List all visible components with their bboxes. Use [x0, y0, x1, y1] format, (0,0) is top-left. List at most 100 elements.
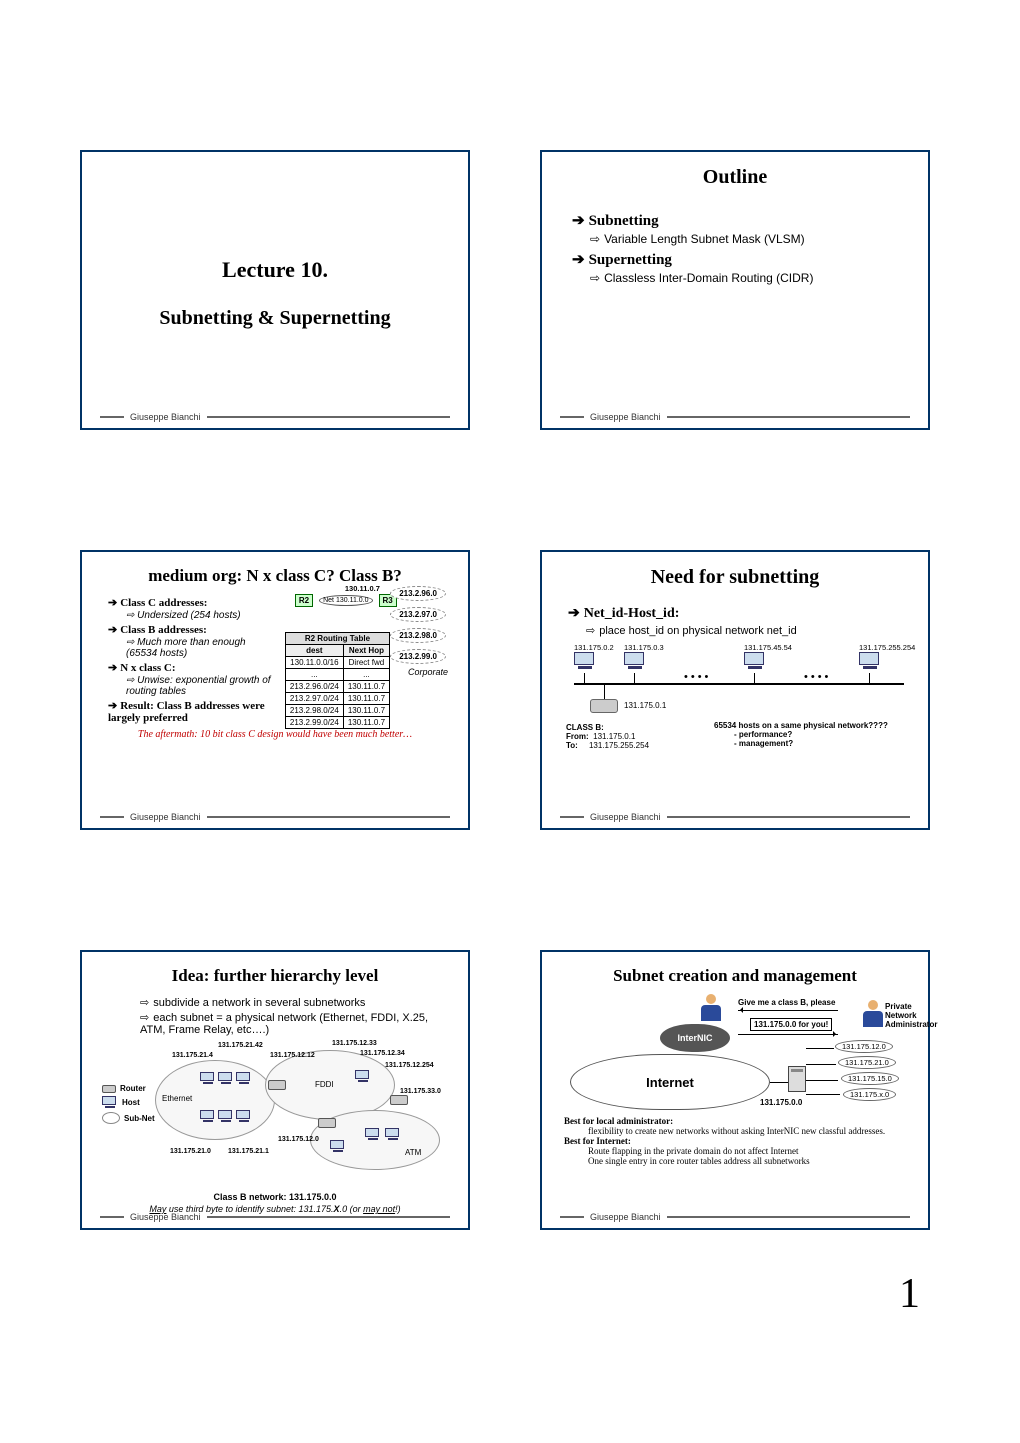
- internet-cloud: Internet: [570, 1054, 770, 1110]
- ip-g: 131.175.33.0: [400, 1088, 441, 1095]
- slide-3-body: Class C addresses: Undersized (254 hosts…: [100, 594, 450, 725]
- slide-4-body: Net_id-Host_id: place host_id on physica…: [560, 597, 910, 753]
- atm-label: ATM: [405, 1148, 421, 1157]
- best-internet-text-a: Route flapping in the private domain do …: [588, 1146, 914, 1156]
- slide-3-title: medium org: N x class C? Class B?: [100, 566, 450, 586]
- net-label: Net 130.11.0.0: [319, 595, 372, 606]
- admin-icon-2: [860, 1000, 886, 1030]
- slide-5-title: Idea: further hierarchy level: [100, 966, 450, 986]
- cloud-2: 213.2.98.0: [390, 628, 446, 643]
- router-icon: [590, 699, 618, 713]
- sub-cloud-2: 131.175.15.0: [841, 1072, 899, 1085]
- routing-table: R2 Routing Table dest Next Hop 130.11.0.…: [285, 632, 390, 729]
- legend-host-icon: [102, 1096, 118, 1109]
- router-r2: R2: [295, 594, 313, 607]
- rt-r0c0: 130.11.0.0/16: [285, 657, 343, 669]
- rt-r5c0: 213.2.99.0/24: [285, 717, 343, 729]
- rt-r3c1: 130.11.0.7: [343, 693, 389, 705]
- s3-aftermath: The aftermath: 10 bit class C design wou…: [100, 729, 450, 740]
- best-local-text: flexibility to create new networks witho…: [588, 1126, 914, 1136]
- s3-b2: Class B addresses:: [108, 623, 279, 636]
- outline-item-subnetting: Subnetting: [572, 211, 906, 230]
- ethernet-label: Ethernet: [162, 1094, 192, 1103]
- slide-footer: Giuseppe Bianchi: [560, 412, 910, 422]
- ip-f: 131.175.12.254: [385, 1062, 434, 1069]
- internet-label: Internet: [646, 1075, 694, 1090]
- corporate-label: Corporate: [408, 667, 448, 677]
- s3-b3a: Unwise: exponential growth of routing ta…: [126, 675, 279, 697]
- to-ip: 131.175.255.254: [589, 741, 649, 750]
- cloud-3: 213.2.99.0: [390, 649, 446, 664]
- rt-r1c0: ...: [285, 669, 343, 681]
- s5-b1: subdivide a network in several subnetwor…: [140, 996, 450, 1009]
- s3-b1: Class C addresses:: [108, 596, 279, 609]
- host-icon: [355, 1070, 371, 1083]
- rt-r2c0: 213.2.96.0/24: [285, 681, 343, 693]
- legend-router-icon: [102, 1085, 116, 1093]
- host-icon: [330, 1140, 346, 1153]
- legend-router-label: Router: [120, 1084, 146, 1093]
- legend-cloud-icon: [102, 1112, 120, 1124]
- ip-i: 131.175.21.1: [228, 1148, 269, 1155]
- internic-cloud: InterNIC: [660, 1024, 730, 1052]
- s4-b1: Net_id-Host_id:: [568, 605, 910, 622]
- rt-r2c1: 130.11.0.7: [343, 681, 389, 693]
- slide-2-body: Subnetting Variable Length Subnet Mask (…: [560, 197, 910, 287]
- s5-caption: Class B network: 131.175.0.0: [100, 1192, 450, 1202]
- speech-response: 131.175.0.0 for you!: [750, 1018, 832, 1031]
- ip-e: 131.175.12.34: [360, 1050, 405, 1057]
- host-icon: [365, 1128, 381, 1141]
- cloud-0: 213.2.96.0: [390, 586, 446, 601]
- slide-grid: Lecture 10. Subnetting & Supernetting Gi…: [80, 150, 940, 1230]
- host-icon: [218, 1110, 234, 1123]
- pc-ip-3: 131.175.255.254: [859, 643, 915, 652]
- legend: Router Host Sub-Net: [102, 1084, 155, 1127]
- slide-4-title: Need for subnetting: [560, 566, 910, 589]
- router-icon: [268, 1080, 286, 1090]
- outline-sub-vlsm: Variable Length Subnet Mask (VLSM): [590, 232, 906, 246]
- sub-cloud-3: 131.175.x.0: [843, 1088, 896, 1101]
- s4-q2: - performance?: [734, 730, 888, 739]
- slide-1: Lecture 10. Subnetting & Supernetting Gi…: [80, 150, 470, 430]
- rt-r4c0: 213.2.98.0/24: [285, 705, 343, 717]
- rtable-col-dest: dest: [285, 645, 343, 657]
- admin-icon: [698, 994, 724, 1024]
- fddi-label: FDDI: [315, 1080, 334, 1089]
- legend-subnet-label: Sub-Net: [124, 1114, 155, 1123]
- s3-b4: Result: Class B addresses were largely p…: [108, 699, 279, 724]
- gateway-icon: [788, 1066, 806, 1092]
- lecture-title: Subnetting & Supernetting: [159, 307, 390, 330]
- page-number: 1: [80, 1270, 940, 1318]
- slide-footer: Giuseppe Bianchi: [100, 812, 450, 822]
- legend-host-label: Host: [122, 1098, 140, 1107]
- footer-author: Giuseppe Bianchi: [590, 1212, 661, 1222]
- s3-b3: N x class C:: [108, 661, 279, 674]
- slide-footer: Giuseppe Bianchi: [560, 812, 910, 822]
- footer-author: Giuseppe Bianchi: [590, 412, 661, 422]
- best-local-label: Best for local administrator:: [564, 1116, 673, 1126]
- slide-6-body: Give me a class B, please 131.175.0.0 fo…: [560, 994, 910, 1204]
- slide-5-body: subdivide a network in several subnetwor…: [100, 994, 450, 1214]
- ip-b: 131.175.21.42: [218, 1042, 263, 1049]
- pc-ip-2: 131.175.45.54: [744, 643, 792, 652]
- pc-ip-1: 131.175.0.3: [624, 643, 664, 652]
- rt-r3c0: 213.2.97.0/24: [285, 693, 343, 705]
- host-icon: [236, 1072, 252, 1085]
- pc-icon: [624, 652, 646, 670]
- best-internet-text-b: One single entry in core router tables a…: [588, 1156, 914, 1166]
- rt-r5c1: 130.11.0.7: [343, 717, 389, 729]
- ip-top: 130.11.0.7: [345, 584, 380, 593]
- s5-b2: each subnet = a physical network (Ethern…: [140, 1011, 450, 1036]
- ip-main: 131.175.0.0: [760, 1098, 802, 1107]
- host-icon: [200, 1110, 216, 1123]
- from-ip: 131.175.0.1: [593, 732, 635, 741]
- footer-author: Giuseppe Bianchi: [130, 412, 201, 422]
- ip-a: 131.175.21.4: [172, 1052, 213, 1059]
- speech-request: Give me a class B, please: [738, 998, 835, 1007]
- ip-j: 131.175.12.0: [278, 1136, 319, 1143]
- rt-r1c1: ...: [343, 669, 389, 681]
- outline-item-supernetting: Supernetting: [572, 250, 906, 269]
- slide-3-diagram: R2 Net 130.11.0.0 R3 130.11.0.7 213.2.96…: [285, 594, 450, 725]
- class-b-label: CLASS B:: [566, 723, 649, 732]
- slide-2: Outline Subnetting Variable Length Subne…: [540, 150, 930, 430]
